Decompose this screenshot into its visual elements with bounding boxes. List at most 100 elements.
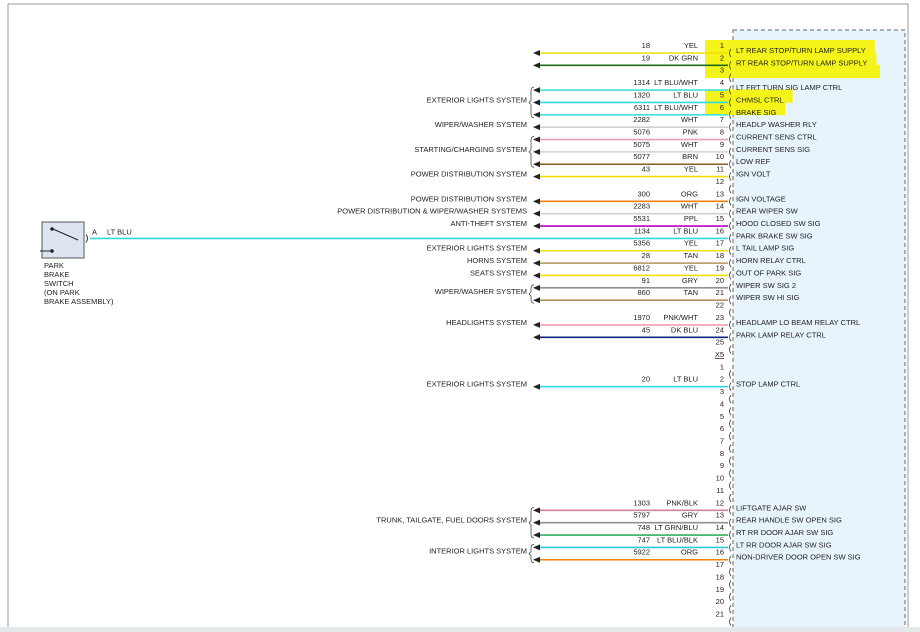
pin-cavity bbox=[729, 604, 732, 614]
pin-number: 19 bbox=[716, 585, 724, 594]
pin-cavity bbox=[729, 394, 732, 404]
pin-cavity bbox=[729, 61, 732, 70]
wire-arrow bbox=[533, 50, 540, 56]
pin-number: 1 bbox=[720, 362, 724, 371]
pin-cavity bbox=[729, 172, 732, 181]
wire-arrow bbox=[533, 334, 540, 341]
pin-cavity bbox=[729, 197, 732, 206]
wire-circuit: 1970 bbox=[633, 313, 650, 322]
wire-circuit: 5077 bbox=[633, 152, 650, 161]
wire-circuit: 5922 bbox=[633, 548, 650, 557]
highlight bbox=[705, 101, 786, 116]
pin-number: 6 bbox=[720, 103, 724, 112]
pin-cavity bbox=[729, 444, 732, 453]
pin-cavity bbox=[729, 110, 732, 120]
system-label: POWER DISTRIBUTION & WIPER/WASHER SYSTEM… bbox=[337, 207, 527, 216]
pin-cavity bbox=[729, 518, 732, 527]
wire-circuit: 91 bbox=[642, 276, 650, 285]
pin-function: LIFTGATE AJAR SW bbox=[736, 503, 807, 512]
pin-number: 14 bbox=[716, 202, 724, 211]
pin-function: REAR WIPER SW bbox=[736, 207, 799, 216]
pin-function: LT REAR STOP/TURN LAMP SUPPLY bbox=[736, 46, 866, 55]
pin-number: 9 bbox=[720, 461, 724, 470]
wire-circuit: 747 bbox=[637, 535, 650, 544]
pin-cavity bbox=[729, 85, 732, 95]
wire-arrow bbox=[533, 148, 540, 155]
pin-function: BRAKE SIG bbox=[736, 108, 777, 117]
pin-function: CURRENT SENS CTRL bbox=[736, 133, 817, 142]
wire-color: WHT bbox=[681, 140, 698, 149]
system-label: EXTERIOR LIGHTS SYSTEM bbox=[427, 380, 527, 389]
connector-label: X5 bbox=[715, 350, 724, 359]
wire-circuit: 1314 bbox=[633, 78, 650, 87]
pin-number: 21 bbox=[716, 288, 724, 297]
wire-arrow bbox=[533, 111, 540, 118]
system-label: WIPER/WASHER SYSTEM bbox=[435, 120, 527, 129]
wire-circuit: 1134 bbox=[634, 226, 650, 235]
wire-color: LT BLU/WHT bbox=[654, 78, 698, 87]
pin-cavity bbox=[729, 407, 732, 416]
wire-arrow bbox=[533, 532, 540, 539]
pin-number: 3 bbox=[720, 387, 724, 396]
switch-label: PARK bbox=[44, 261, 64, 270]
wire-circuit: 5531 bbox=[633, 214, 650, 223]
system-label: INTERIOR LIGHTS SYSTEM bbox=[429, 547, 527, 556]
switch-label: BRAKE ASSEMBLY) bbox=[44, 297, 114, 306]
wire-arrow bbox=[533, 247, 540, 254]
system-label: EXTERIOR LIGHTS SYSTEM bbox=[427, 244, 527, 253]
wire-color: TAN bbox=[684, 251, 698, 260]
wire-circuit: 2283 bbox=[633, 202, 650, 211]
pin-function: STOP LAMP CTRL bbox=[736, 380, 800, 389]
pin-cavity bbox=[729, 431, 732, 441]
connector-panel bbox=[732, 29, 906, 632]
pin-number: 8 bbox=[720, 449, 724, 458]
pin-cavity bbox=[729, 456, 732, 466]
pin-function: RT RR DOOR AJAR SW SIG bbox=[736, 528, 833, 537]
pin-cavity bbox=[729, 567, 732, 577]
system-label: POWER DISTRIBUTION SYSTEM bbox=[411, 170, 527, 179]
pin-number: 16 bbox=[716, 226, 724, 235]
pin-function: HEADLP WASHER RLY bbox=[736, 120, 817, 129]
pin-number: 13 bbox=[716, 511, 724, 520]
pin-number: 20 bbox=[716, 597, 724, 606]
system-brace bbox=[528, 544, 535, 564]
pin-function: REAR HANDLE SW OPEN SIG bbox=[736, 516, 842, 525]
system-label: TRUNK, TAILGATE, FUEL DOORS SYSTEM bbox=[376, 516, 527, 525]
pin-cavity bbox=[729, 48, 732, 58]
wire-color: YEL bbox=[684, 165, 698, 174]
pin-number: 14 bbox=[716, 523, 724, 532]
pin-cavity bbox=[729, 617, 732, 626]
wire-color: WHT bbox=[681, 115, 698, 124]
system-brace bbox=[528, 284, 535, 304]
wire-arrow bbox=[533, 272, 540, 279]
wire-circuit: 6812 bbox=[633, 263, 650, 272]
pin-cavity bbox=[729, 345, 732, 354]
pin-function: LT RR DOOR AJAR SW SIG bbox=[736, 540, 832, 549]
wire-color: YEL bbox=[684, 239, 698, 248]
switch-contact bbox=[50, 227, 54, 231]
wire-color: DK GRN bbox=[669, 53, 698, 62]
pin-number: 7 bbox=[720, 115, 724, 124]
switch-wire-color: LT BLU bbox=[107, 227, 132, 236]
wire-color: LT GRN/BLU bbox=[655, 523, 698, 532]
pin-cavity bbox=[729, 246, 732, 255]
pin-number: 11 bbox=[716, 165, 724, 174]
pin-cavity bbox=[729, 308, 732, 317]
pin-cavity bbox=[729, 382, 732, 391]
pin-number: 15 bbox=[716, 214, 724, 223]
pin-function: IGN VOLTAGE bbox=[736, 194, 786, 203]
system-label: WIPER/WASHER SYSTEM bbox=[435, 287, 527, 296]
pin-cavity bbox=[729, 419, 732, 429]
pin-cavity bbox=[729, 543, 732, 552]
switch-label: BRAKE bbox=[44, 270, 69, 279]
wire-color: BRN bbox=[682, 152, 698, 161]
pin-function: PARK BRAKE SW SIG bbox=[736, 231, 813, 240]
wire-color: YEL bbox=[684, 263, 698, 272]
pin-cavity bbox=[729, 209, 732, 218]
pin-function: L TAIL LAMP SIG bbox=[736, 244, 794, 253]
pin-number: 4 bbox=[720, 399, 724, 408]
pin-number: 15 bbox=[716, 535, 724, 544]
wire-color: WHT bbox=[681, 202, 698, 211]
pin-number: 22 bbox=[716, 301, 724, 310]
system-label: EXTERIOR LIGHTS SYSTEM bbox=[427, 95, 527, 104]
